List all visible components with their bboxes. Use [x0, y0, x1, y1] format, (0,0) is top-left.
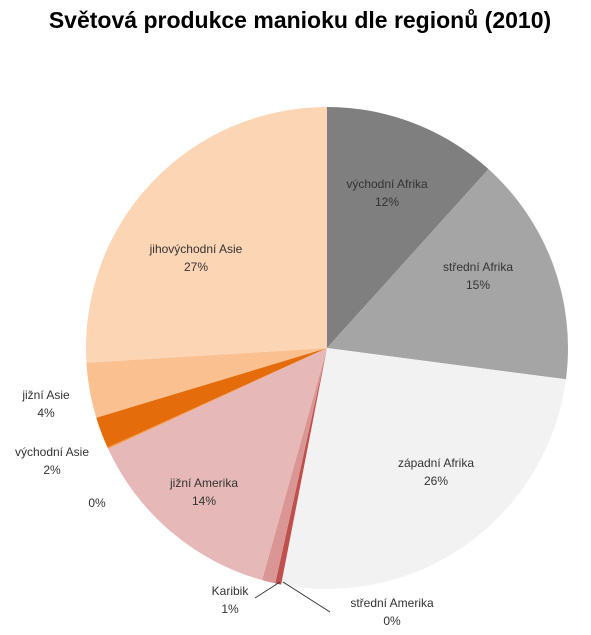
slice-label: jižní Asie — [21, 388, 70, 402]
slice-value-label: 0% — [383, 614, 401, 628]
leader-line — [282, 581, 331, 613]
slice-value-label: 0% — [88, 496, 106, 510]
pie-slice — [262, 348, 327, 584]
slice-label: jihovýchodní Asie — [149, 242, 243, 256]
pie-slice — [86, 348, 328, 418]
slice-label: Karibik — [212, 584, 250, 598]
pie-slice — [107, 348, 327, 449]
pie-slice — [108, 348, 328, 581]
slice-value-label: 12% — [375, 195, 399, 209]
pie-slice — [96, 348, 328, 448]
slice-value-label: 1% — [221, 602, 239, 616]
slice-value-label: 15% — [466, 278, 490, 292]
chart-title: Světová produkce manioku dle regionů (20… — [49, 7, 551, 33]
pie-slice — [275, 348, 327, 585]
slice-label: východní Asie — [15, 445, 89, 459]
pie-slice — [327, 169, 569, 380]
slice-label: východní Afrika — [346, 177, 428, 191]
slice-value-label: 4% — [37, 406, 55, 420]
slice-value-label: 27% — [184, 260, 208, 274]
slice-label: západní Afrika — [398, 456, 474, 470]
slice-value-label: 2% — [43, 463, 61, 477]
pie-slice — [85, 107, 327, 363]
slice-label: střední Afrika — [443, 260, 513, 274]
slice-label: střední Amerika — [350, 596, 434, 610]
pie-slice — [327, 107, 489, 348]
slice-value-label: 26% — [424, 474, 448, 488]
slice-label: jižní Amerika — [169, 476, 238, 490]
pie-slice — [281, 348, 566, 589]
slice-value-label: 14% — [192, 494, 216, 508]
leader-line — [254, 581, 281, 599]
